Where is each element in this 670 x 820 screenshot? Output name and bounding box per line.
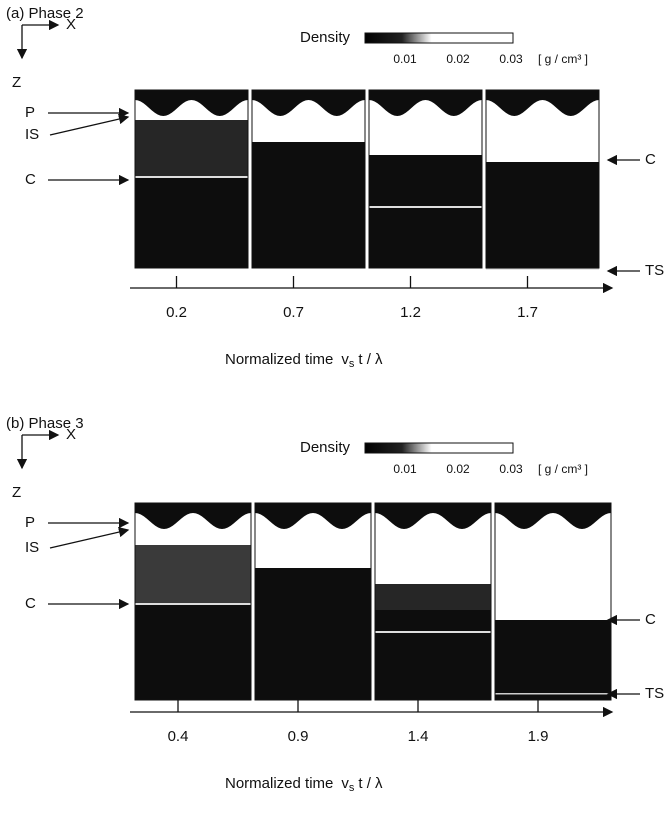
marker-label: IS bbox=[25, 539, 39, 556]
time-axis-label-part: Normalized time bbox=[225, 351, 333, 368]
colorbar-tick-label: 0.02 bbox=[446, 52, 470, 66]
piston-wave bbox=[369, 90, 482, 116]
time-label: 0.9 bbox=[288, 728, 309, 745]
piston-wave bbox=[135, 90, 248, 116]
marker-label: IS bbox=[25, 126, 39, 143]
frame-border bbox=[251, 89, 366, 269]
piston-wave bbox=[252, 90, 365, 116]
colorbar-tick-label: 0.02 bbox=[446, 462, 470, 476]
time-label: 0.7 bbox=[283, 304, 304, 321]
shock-line bbox=[495, 693, 611, 695]
piston-wave bbox=[255, 503, 371, 529]
simulation-frame bbox=[374, 502, 492, 701]
density-unit: [ g / cm³ ] bbox=[538, 462, 588, 476]
frame-border bbox=[494, 502, 612, 701]
axis-z-label: Z bbox=[12, 484, 21, 501]
marker-label: TS bbox=[645, 685, 664, 702]
piston-wave bbox=[375, 503, 491, 529]
axis-z-label: Z bbox=[12, 74, 21, 91]
frame-border bbox=[254, 502, 372, 701]
marker-label: TS bbox=[645, 262, 664, 279]
time-label: 0.4 bbox=[168, 728, 189, 745]
time-axis-label-part: s bbox=[349, 782, 355, 794]
simulation-frame bbox=[494, 502, 612, 701]
frame-intermediate bbox=[135, 545, 251, 604]
time-label: 0.2 bbox=[166, 304, 187, 321]
axis-x-label: X bbox=[66, 16, 76, 33]
time-label: 1.4 bbox=[408, 728, 429, 745]
simulation-frame bbox=[134, 89, 249, 269]
time-axis-label-part: t / λ bbox=[358, 775, 383, 792]
time-label: 1.7 bbox=[517, 304, 538, 321]
simulation-frame bbox=[254, 502, 372, 701]
piston-wave bbox=[486, 90, 599, 116]
marker-label: C bbox=[645, 151, 656, 168]
colorbar-tick-label: 0.03 bbox=[499, 462, 523, 476]
colorbar-tick-label: 0.01 bbox=[393, 462, 417, 476]
frame-border bbox=[134, 502, 252, 701]
time-label: 1.9 bbox=[528, 728, 549, 745]
density-unit: [ g / cm³ ] bbox=[538, 52, 588, 66]
time-axis-label-part: Normalized time bbox=[225, 775, 333, 792]
time-axis-label-part: v bbox=[341, 351, 349, 368]
interface-line bbox=[369, 206, 482, 208]
colorbar bbox=[364, 32, 514, 44]
time-axis-label-part: s bbox=[349, 358, 355, 370]
time-axis-label-part: t / λ bbox=[358, 351, 383, 368]
time-axis-label-part: v bbox=[341, 775, 349, 792]
simulation-frame bbox=[251, 89, 366, 269]
interface-line bbox=[135, 603, 251, 605]
time-label: 1.2 bbox=[400, 304, 421, 321]
frame-border bbox=[374, 502, 492, 701]
frame-intermediate bbox=[135, 120, 248, 177]
marker-label: P bbox=[25, 104, 35, 121]
marker-label: C bbox=[645, 611, 656, 628]
frame-border bbox=[485, 89, 600, 269]
piston-wave bbox=[495, 503, 611, 529]
piston-wave bbox=[135, 503, 251, 529]
axis-x-label: X bbox=[66, 426, 76, 443]
marker-label: C bbox=[25, 171, 36, 188]
colorbar-tick-label: 0.03 bbox=[499, 52, 523, 66]
marker-label: C bbox=[25, 595, 36, 612]
frame-border bbox=[368, 89, 483, 269]
time-axis-label: Normalized time vs t / λ bbox=[225, 775, 383, 794]
time-axis-label: Normalized time vs t / λ bbox=[225, 351, 383, 370]
simulation-frame bbox=[485, 89, 600, 270]
arrow bbox=[49, 526, 130, 549]
panel-label: (a) Phase 2 bbox=[6, 5, 84, 22]
colorbar bbox=[364, 442, 514, 454]
colorbar-tick-label: 0.01 bbox=[393, 52, 417, 66]
density-label: Density bbox=[300, 29, 351, 46]
simulation-frame bbox=[368, 89, 483, 269]
frame-border bbox=[134, 89, 249, 269]
density-label: Density bbox=[300, 439, 351, 456]
panel-label: (b) Phase 3 bbox=[6, 415, 84, 432]
interface-line bbox=[135, 176, 248, 178]
simulation-frame bbox=[134, 502, 252, 701]
shock-line bbox=[486, 268, 599, 270]
marker-label: P bbox=[25, 514, 35, 531]
arrow bbox=[49, 113, 130, 136]
frame-intermediate bbox=[375, 584, 491, 610]
interface-line bbox=[375, 631, 491, 633]
